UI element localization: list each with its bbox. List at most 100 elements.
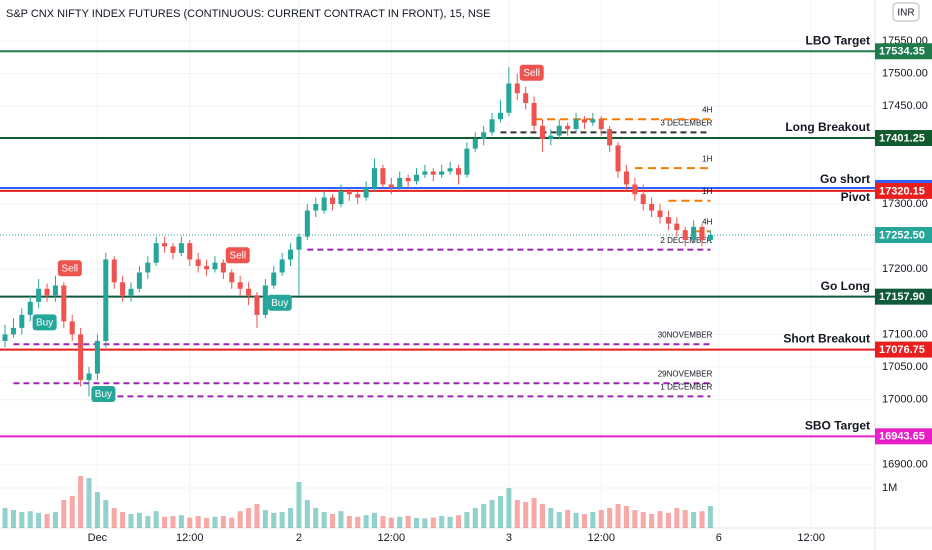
volume-bar [598, 510, 604, 528]
candles [2, 67, 713, 397]
volume-bar [338, 511, 344, 528]
dashed-level-label: 1H [702, 187, 712, 196]
volume-bar [405, 516, 411, 528]
signal-badge [91, 386, 116, 403]
volume-tick-label: 1M [882, 482, 897, 494]
candle-body [136, 272, 142, 289]
level-price-box [875, 341, 932, 358]
volume-bar [372, 512, 378, 528]
dashed-level-label: 29NOVEMBER [658, 369, 713, 378]
candle-body [539, 125, 545, 139]
volume-bar [2, 508, 8, 528]
volume-bar [61, 500, 67, 528]
candle-body [640, 194, 646, 205]
volume-bar [497, 496, 503, 528]
signal-badge [57, 260, 82, 277]
signal-text: Sell [61, 263, 78, 274]
candle-body [548, 135, 554, 139]
signal-badge [225, 247, 250, 264]
volume-bar [204, 518, 210, 528]
level-price-box [875, 130, 932, 147]
volume-bar [170, 516, 176, 528]
level-price-text: 17401.25 [879, 132, 925, 144]
volume-bar [481, 504, 487, 528]
volume-bar [136, 512, 142, 528]
volume-bar [355, 516, 361, 528]
volume-bar [44, 514, 50, 528]
volume-bar [128, 514, 134, 528]
volume-bar [27, 511, 33, 528]
candle-body [262, 285, 268, 315]
candle-body [598, 119, 604, 130]
volume-bar [254, 504, 260, 528]
candle-body [413, 174, 420, 182]
volume-bar [145, 516, 151, 528]
volume-bar [246, 508, 252, 528]
candle-body [623, 171, 629, 185]
signal-text: Sell [229, 250, 246, 261]
candle-body [279, 259, 285, 273]
candle-body [472, 138, 478, 149]
x-tick-label: 2 [296, 532, 302, 544]
candle-body [523, 93, 529, 103]
candle-body [187, 243, 193, 260]
candle-body [288, 249, 294, 260]
level-name: Short Breakout [783, 332, 870, 346]
candle-body [44, 288, 50, 296]
candle-body [565, 125, 571, 130]
candle-body [330, 197, 336, 205]
volume-bar [153, 511, 159, 528]
dashed-level-label: 4H [702, 218, 712, 227]
candle-body [19, 314, 25, 328]
volume-bar [464, 512, 470, 528]
level-price-box [875, 288, 932, 305]
x-tick-label: 12:00 [587, 532, 615, 544]
volume-bar [699, 511, 705, 528]
candle-body [531, 102, 537, 126]
volume-bar [556, 512, 562, 528]
volume-bar [397, 516, 403, 528]
candle-body [271, 272, 277, 286]
candle-body [699, 226, 705, 240]
candle-body [707, 235, 713, 240]
candle-body [212, 262, 218, 270]
dashed-level-label: 1 DECEMBER [660, 382, 712, 391]
candle-body [246, 288, 252, 296]
volume-bar [380, 516, 386, 528]
x-tick-label: 12:00 [176, 532, 204, 544]
volume-bar [573, 512, 579, 528]
candle-body [439, 171, 445, 175]
volume-bar [279, 512, 285, 528]
x-tick-label: 12:00 [797, 532, 825, 544]
volume-bar [304, 500, 310, 528]
dashed-level-label: 2 DECEMBER [660, 236, 712, 245]
candle-body [120, 282, 126, 296]
overlay: 17534.3517401.2517324.6517320.1517157.90… [32, 43, 932, 445]
volume-bar [607, 508, 613, 528]
volume-bar [10, 510, 16, 528]
chart-title: S&P CNX NIFTY INDEX FUTURES (CONTINUOUS:… [6, 8, 490, 20]
volume-bar [455, 515, 462, 528]
candle-body [103, 259, 109, 341]
volume-bar [523, 502, 529, 528]
candle-body [69, 321, 75, 335]
volume-bar [674, 508, 680, 528]
currency-badge[interactable] [892, 2, 920, 22]
candle-body [94, 340, 100, 374]
candle-body [27, 301, 33, 315]
x-tick-label: 12:00 [378, 532, 406, 544]
candle-body [489, 119, 495, 133]
candle-body [657, 210, 663, 218]
candle-body [36, 288, 42, 302]
candle-body [254, 295, 260, 315]
candle-body [665, 217, 671, 224]
volume-bar [581, 514, 587, 528]
candle-body [170, 246, 176, 253]
y-tick-label: 17500.00 [882, 68, 928, 80]
x-tick-label: 3 [506, 532, 512, 544]
volume-bar [36, 512, 42, 528]
last-price-box [875, 227, 932, 243]
candle-body [220, 262, 226, 273]
volume-bar [187, 517, 193, 528]
